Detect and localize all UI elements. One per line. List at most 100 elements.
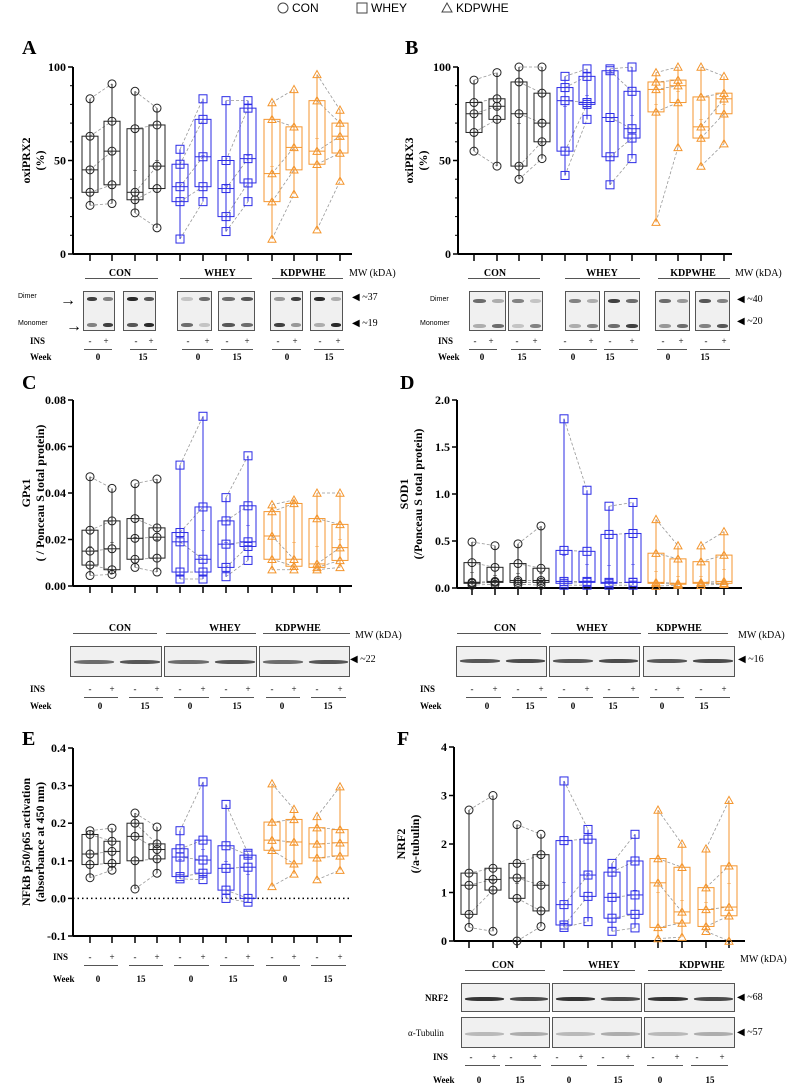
ins-value: + [337, 684, 343, 694]
protein-band [529, 324, 541, 328]
ins-value: - [133, 952, 137, 962]
protein-band [274, 323, 285, 327]
data-point [719, 550, 729, 559]
data-point [152, 553, 162, 563]
protein-band [626, 324, 638, 328]
data-point [604, 529, 614, 539]
data-point [559, 545, 569, 555]
data-point [221, 572, 231, 582]
mean-marker: + [338, 536, 343, 545]
paired-line [316, 827, 341, 830]
data-point [512, 820, 522, 830]
y-axis-subtitle: (%) [416, 151, 430, 171]
data-point [630, 856, 640, 866]
y-axis-subtitle: (absorbance at 450 nm) [33, 782, 47, 902]
week-value: 15 [605, 352, 615, 362]
mw-label: MW (kDA) [349, 268, 396, 279]
week-underline [603, 697, 639, 698]
week-value: 0 [279, 701, 285, 711]
data-point [536, 850, 546, 860]
paired-line [564, 100, 588, 103]
week-label: Week [433, 1075, 455, 1085]
protein-band [181, 323, 193, 327]
data-point [467, 558, 477, 568]
mean-marker: + [470, 568, 475, 577]
data-point [152, 161, 162, 171]
paired-line [134, 518, 158, 529]
protein-band [647, 659, 687, 663]
mean-marker: + [608, 113, 613, 122]
paired-line [655, 584, 679, 587]
ins-value: + [532, 336, 538, 346]
paired-line [179, 201, 204, 240]
data-point [85, 200, 95, 210]
data-point [490, 562, 500, 572]
week-underline [182, 349, 213, 350]
data-point [289, 494, 299, 504]
ins-value: + [532, 1052, 538, 1062]
data-point [583, 834, 593, 844]
mean-marker: + [133, 533, 138, 542]
data-point [628, 577, 638, 587]
protein-band [87, 323, 97, 327]
protein-band [569, 324, 581, 328]
group-label-con: CON [483, 268, 507, 279]
y-axis-title: NRF2 [394, 829, 408, 860]
ins-value: + [719, 1052, 725, 1062]
data-point [582, 485, 592, 495]
ins-value: - [186, 336, 190, 346]
paired-line [655, 102, 679, 113]
ins-value: + [291, 952, 297, 962]
ins-value: + [678, 336, 684, 346]
data-point [152, 839, 162, 849]
protein-band [693, 659, 733, 663]
data-point [267, 564, 277, 574]
paired-line [89, 869, 113, 879]
data-point [605, 180, 615, 190]
box [239, 107, 257, 184]
week-label: Week [30, 701, 52, 711]
paired-line [271, 499, 295, 506]
data-point [582, 114, 592, 124]
data-point [719, 576, 729, 586]
data-point [85, 546, 95, 556]
data-point [512, 936, 522, 946]
group-label-con: CON [493, 623, 517, 634]
paired-line [657, 922, 683, 928]
blot-panel [643, 646, 735, 677]
data-point [607, 867, 617, 877]
data-point [267, 817, 277, 826]
y-tick-label: 2.0 [435, 393, 450, 407]
data-point [536, 580, 546, 590]
data-point [152, 103, 162, 113]
mean-marker: + [704, 898, 709, 907]
paired-line [609, 70, 633, 92]
data-point [627, 133, 637, 143]
data-point [130, 533, 140, 543]
mean-marker: + [133, 166, 138, 175]
protein-band [569, 299, 581, 303]
protein-band [330, 297, 341, 301]
data-point [312, 146, 322, 155]
mean-marker: + [110, 538, 115, 547]
paired-line [655, 147, 679, 223]
ins-value: - [178, 952, 182, 962]
paired-line [657, 858, 683, 868]
legend-triangle-icon [441, 1, 453, 13]
week-value: 0 [187, 701, 193, 711]
ins-value: - [601, 1052, 605, 1062]
group-underline [551, 633, 641, 634]
box [103, 120, 121, 186]
paired-line [705, 800, 730, 850]
mean-marker: + [224, 857, 229, 866]
protein-band [505, 659, 545, 663]
data-point [560, 170, 570, 180]
data-point [464, 868, 474, 878]
ins-value: - [88, 684, 92, 694]
week-label: Week [53, 974, 75, 984]
protein-band [598, 659, 638, 663]
data-point [536, 829, 546, 839]
week-value: 15 [323, 701, 333, 711]
paired-line [700, 583, 725, 586]
data-point [651, 84, 661, 94]
